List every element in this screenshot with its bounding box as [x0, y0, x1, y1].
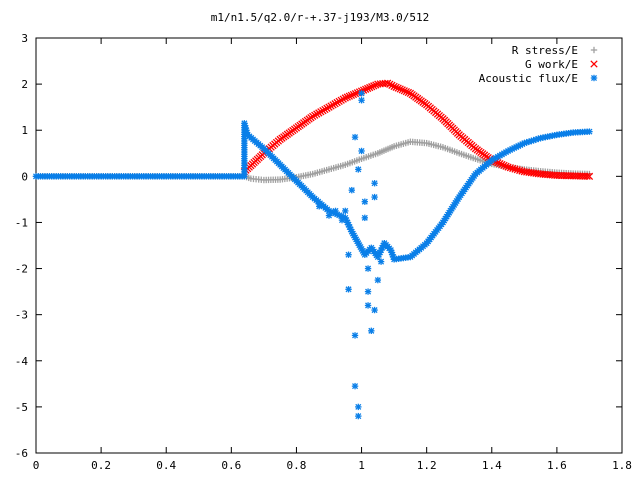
data-point: [388, 81, 396, 90]
data-point: [498, 160, 506, 169]
axis-ticks: 0 0.2 0.4 0.6 0.8 1 1.2 1.4 1.6 1.8 3 2 1 0 -1 -2 -3 -4 -5…: [15, 32, 632, 472]
data-point: [351, 133, 359, 141]
data-point: [358, 97, 365, 104]
y-tick-label: -4: [15, 355, 29, 368]
data-point: [496, 159, 504, 168]
data-point: [513, 166, 522, 174]
x-tick-label: 0.4: [156, 459, 176, 472]
legend-marker: [590, 74, 598, 82]
data-point: [392, 83, 400, 91]
data-point: [358, 90, 365, 97]
data-point: [504, 163, 512, 171]
data-point: [342, 207, 349, 215]
data-point: [516, 166, 524, 175]
data-point: [370, 82, 378, 90]
data-point: [371, 306, 378, 314]
data-point: [341, 94, 349, 102]
data-point: [343, 93, 351, 101]
data-point: [355, 412, 362, 420]
data-point: [368, 83, 376, 91]
y-tick-label: -2: [15, 263, 28, 276]
data-point: [402, 87, 410, 96]
x-tick-label: 1.4: [482, 459, 502, 472]
data-point: [377, 258, 385, 265]
series-2: [32, 90, 593, 420]
x-tick-label: 0: [33, 459, 40, 472]
y-tick-label: 0: [21, 170, 28, 183]
data-point: [345, 286, 352, 293]
data-point: [394, 84, 402, 92]
legend-label: G work/E: [525, 58, 578, 71]
legend-label: R stress/E: [512, 44, 578, 57]
plot-frame: [35, 37, 623, 454]
data-point: [332, 207, 339, 215]
y-tick-label: -6: [15, 447, 28, 460]
data-point: [348, 186, 355, 194]
x-tick-label: 1.2: [417, 459, 437, 472]
data-point: [345, 251, 352, 258]
data-point: [583, 172, 591, 180]
y-tick-label: -3: [15, 309, 28, 322]
data-point: [386, 80, 394, 88]
data-point: [390, 82, 398, 91]
series-1: [240, 79, 594, 180]
y-tick-label: 1: [21, 124, 28, 137]
data-point: [338, 216, 346, 224]
x-tick-label: 1.8: [612, 459, 632, 472]
x-tick-label: 1: [358, 459, 365, 472]
data-point: [351, 382, 359, 390]
y-tick-label: -5: [15, 401, 28, 414]
data-point: [316, 203, 323, 210]
data-point: [349, 90, 358, 99]
data-point: [500, 161, 508, 170]
data-point: [383, 79, 392, 87]
data-point: [351, 89, 360, 98]
data-point: [345, 92, 354, 100]
data-point: [404, 88, 413, 97]
y-tick-label: -1: [15, 216, 28, 229]
data-point: [364, 265, 372, 272]
x-tick-label: 0.6: [221, 459, 241, 472]
data-point: [586, 128, 593, 135]
data-point: [364, 288, 372, 295]
data-point: [511, 165, 519, 173]
data-point: [325, 212, 333, 219]
data-point: [502, 162, 510, 170]
data-point: [585, 172, 594, 180]
chart-title: m1/n1.5/q2.0/r-+.37-j193/M3.0/512: [211, 11, 430, 24]
data-point: [374, 276, 382, 284]
data-point: [398, 86, 406, 94]
x-tick-label: 1.6: [547, 459, 567, 472]
data-point: [366, 83, 374, 92]
data-point: [355, 403, 362, 411]
x-tick-label: 0.2: [91, 459, 111, 472]
data-point: [355, 166, 362, 173]
y-tick-label: 2: [21, 78, 28, 91]
data-point: [347, 91, 356, 100]
data-point: [361, 214, 369, 222]
data-point: [509, 164, 517, 173]
x-tick-label: 0.8: [287, 459, 307, 472]
legend-marker: [590, 46, 598, 54]
y-tick-label: 3: [21, 32, 28, 45]
data-point: [400, 87, 408, 95]
data-point: [361, 198, 369, 205]
data-point: [506, 164, 515, 172]
data-point: [351, 332, 359, 339]
legend-marker: [590, 60, 598, 68]
data-point: [371, 180, 378, 187]
legend-label: Acoustic flux/E: [479, 72, 578, 85]
data-point: [371, 193, 378, 201]
data-point: [396, 85, 404, 93]
data-point: [364, 302, 372, 309]
series-layer: [32, 79, 594, 420]
data-point: [368, 327, 375, 335]
data-point: [364, 84, 372, 93]
data-point: [358, 147, 365, 155]
